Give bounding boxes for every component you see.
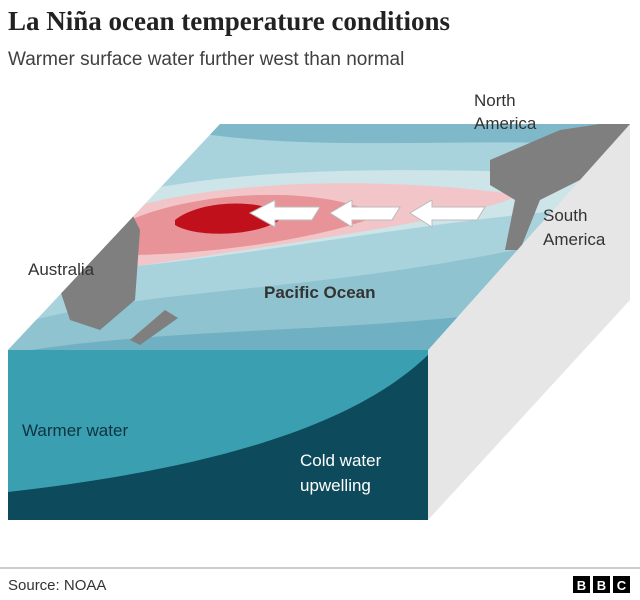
label-pacific: Pacific Ocean [264, 283, 376, 302]
logo-letter: C [617, 578, 627, 593]
source: Source: NOAA [8, 577, 106, 594]
label-warmer-water: Warmer water [22, 421, 128, 440]
label-south-america: South [543, 206, 587, 225]
label-north-america: North [474, 91, 516, 110]
logo-letter: B [577, 578, 586, 593]
label-australia: Australia [28, 260, 95, 279]
label-south-america: America [543, 230, 606, 249]
logo-letter: B [597, 578, 606, 593]
label-cold-water: Cold water [300, 451, 382, 470]
label-north-america: America [474, 114, 537, 133]
subtitle: Warmer surface water further west than n… [8, 49, 404, 70]
side-face [428, 124, 630, 520]
title: La Niña ocean temperature conditions [8, 6, 450, 36]
label-cold-water: upwelling [300, 476, 371, 495]
ocean-cross-section [8, 350, 428, 520]
logo: B B C [573, 576, 630, 593]
